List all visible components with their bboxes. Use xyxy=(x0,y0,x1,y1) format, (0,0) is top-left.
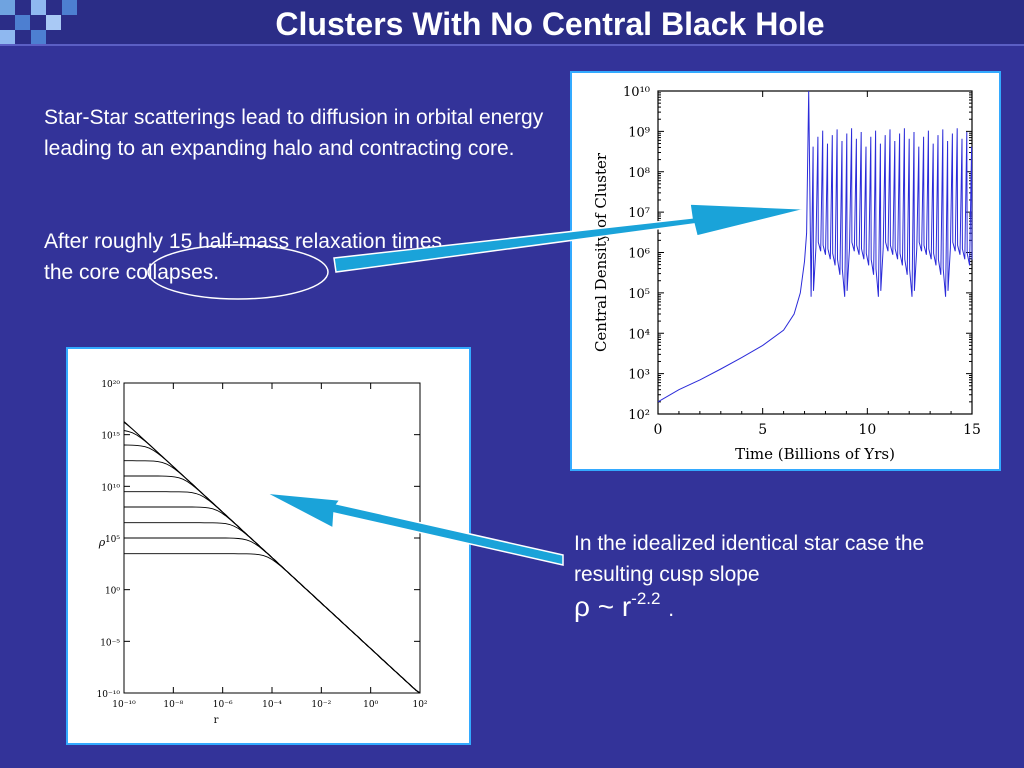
formula-cusp: ρ ~ r-2.2 . xyxy=(574,589,675,628)
y-tick-label: 10⁵ xyxy=(628,287,650,302)
deco-square xyxy=(15,15,30,30)
y-tick-label: 10² xyxy=(628,408,650,423)
y-tick-label: 10⁶ xyxy=(628,247,650,262)
highlight-ellipse xyxy=(147,244,329,300)
y-tick-label: 10¹⁵ xyxy=(101,432,120,442)
title-divider xyxy=(0,44,1024,46)
deco-square xyxy=(0,30,15,45)
x-tick-label: 10 xyxy=(858,422,876,438)
x-tick-label: 10² xyxy=(412,700,427,710)
y-tick-label: 10⁰ xyxy=(105,587,120,597)
y-tick-label: 10¹⁰ xyxy=(623,85,650,100)
y-axis-label: Central Density of Cluster xyxy=(592,152,610,352)
paragraph-scatterings: Star-Star scatterings lead to diffusion … xyxy=(44,106,544,160)
density-time-chart-frame: 10² 10³ 10⁴ 10⁵ 10⁶ 10⁷ 10⁸ 10⁹ 10¹⁰ 0 5 10 15 Time (… xyxy=(570,71,1001,471)
x-axis-label: Time (Billions of Yrs) xyxy=(735,445,895,463)
y-tick-label: 10⁵ xyxy=(105,535,120,545)
x-tick-label: 10⁻⁴ xyxy=(262,700,282,710)
x-tick-label: 15 xyxy=(963,422,981,438)
y-tick-label: 10⁷ xyxy=(628,206,650,221)
y-axis-label: ρ xyxy=(98,536,106,549)
y-tick-label: 10²⁰ xyxy=(101,380,120,390)
slide-title: Clusters With No Central Black Hole xyxy=(275,6,825,42)
density-time-chart: 10² 10³ 10⁴ 10⁵ 10⁶ 10⁷ 10⁸ 10⁹ 10¹⁰ 0 5 10 15 Time (… xyxy=(592,85,981,463)
y-tick-label: 10⁴ xyxy=(628,327,650,342)
density-series-line xyxy=(657,90,973,403)
deco-square xyxy=(31,0,46,15)
y-tick-label: 10³ xyxy=(628,368,650,383)
y-tick-label: 10¹⁰ xyxy=(101,483,120,493)
title-bar: Clusters With No Central Black Hole xyxy=(0,0,1024,45)
density-profile-chart-frame: 10²⁰ 10¹⁵ 10¹⁰ 10⁵ 10⁰ 10⁻⁵ 10⁻¹⁰ 10⁻¹⁰ 10⁻⁸ 10⁻⁶… xyxy=(66,347,471,745)
y-tick-label: 10⁻¹⁰ xyxy=(97,690,121,700)
arrow-to-cusp xyxy=(265,492,564,566)
density-profile-curve xyxy=(124,553,421,694)
deco-square xyxy=(31,30,46,45)
x-tick-label: 0 xyxy=(654,422,663,438)
x-tick-label: 10⁻² xyxy=(311,700,331,710)
x-tick-label: 10⁰ xyxy=(363,700,378,710)
paragraph-core-collapse: After roughly 15 half-mass relaxation ti… xyxy=(44,230,443,284)
formula-exponent: -2.2 xyxy=(631,589,661,608)
deco-square xyxy=(0,0,15,15)
formula-tail: . xyxy=(668,598,675,621)
x-axis-label: r xyxy=(214,715,219,726)
deco-square xyxy=(62,0,77,15)
y-tick-label: 10⁻⁵ xyxy=(100,638,120,648)
caption-cusp-slope: In the idealized identical star case the… xyxy=(574,532,925,586)
x-tick-label: 10⁻⁸ xyxy=(163,700,183,710)
deco-square xyxy=(46,15,61,30)
x-tick-label: 10⁻⁶ xyxy=(213,700,233,710)
arrow-to-collapse xyxy=(333,203,807,273)
formula-lhs: ρ ~ r xyxy=(574,591,632,622)
y-tick-label: 10⁸ xyxy=(628,166,650,181)
density-profile-chart: 10²⁰ 10¹⁵ 10¹⁰ 10⁵ 10⁰ 10⁻⁵ 10⁻¹⁰10⁻¹⁰ 10⁻⁸ 10⁻⁶… xyxy=(97,380,428,726)
x-tick-label: 5 xyxy=(758,422,767,438)
x-tick-label: 10⁻¹⁰ xyxy=(112,700,136,710)
y-tick-label: 10⁹ xyxy=(628,125,650,140)
